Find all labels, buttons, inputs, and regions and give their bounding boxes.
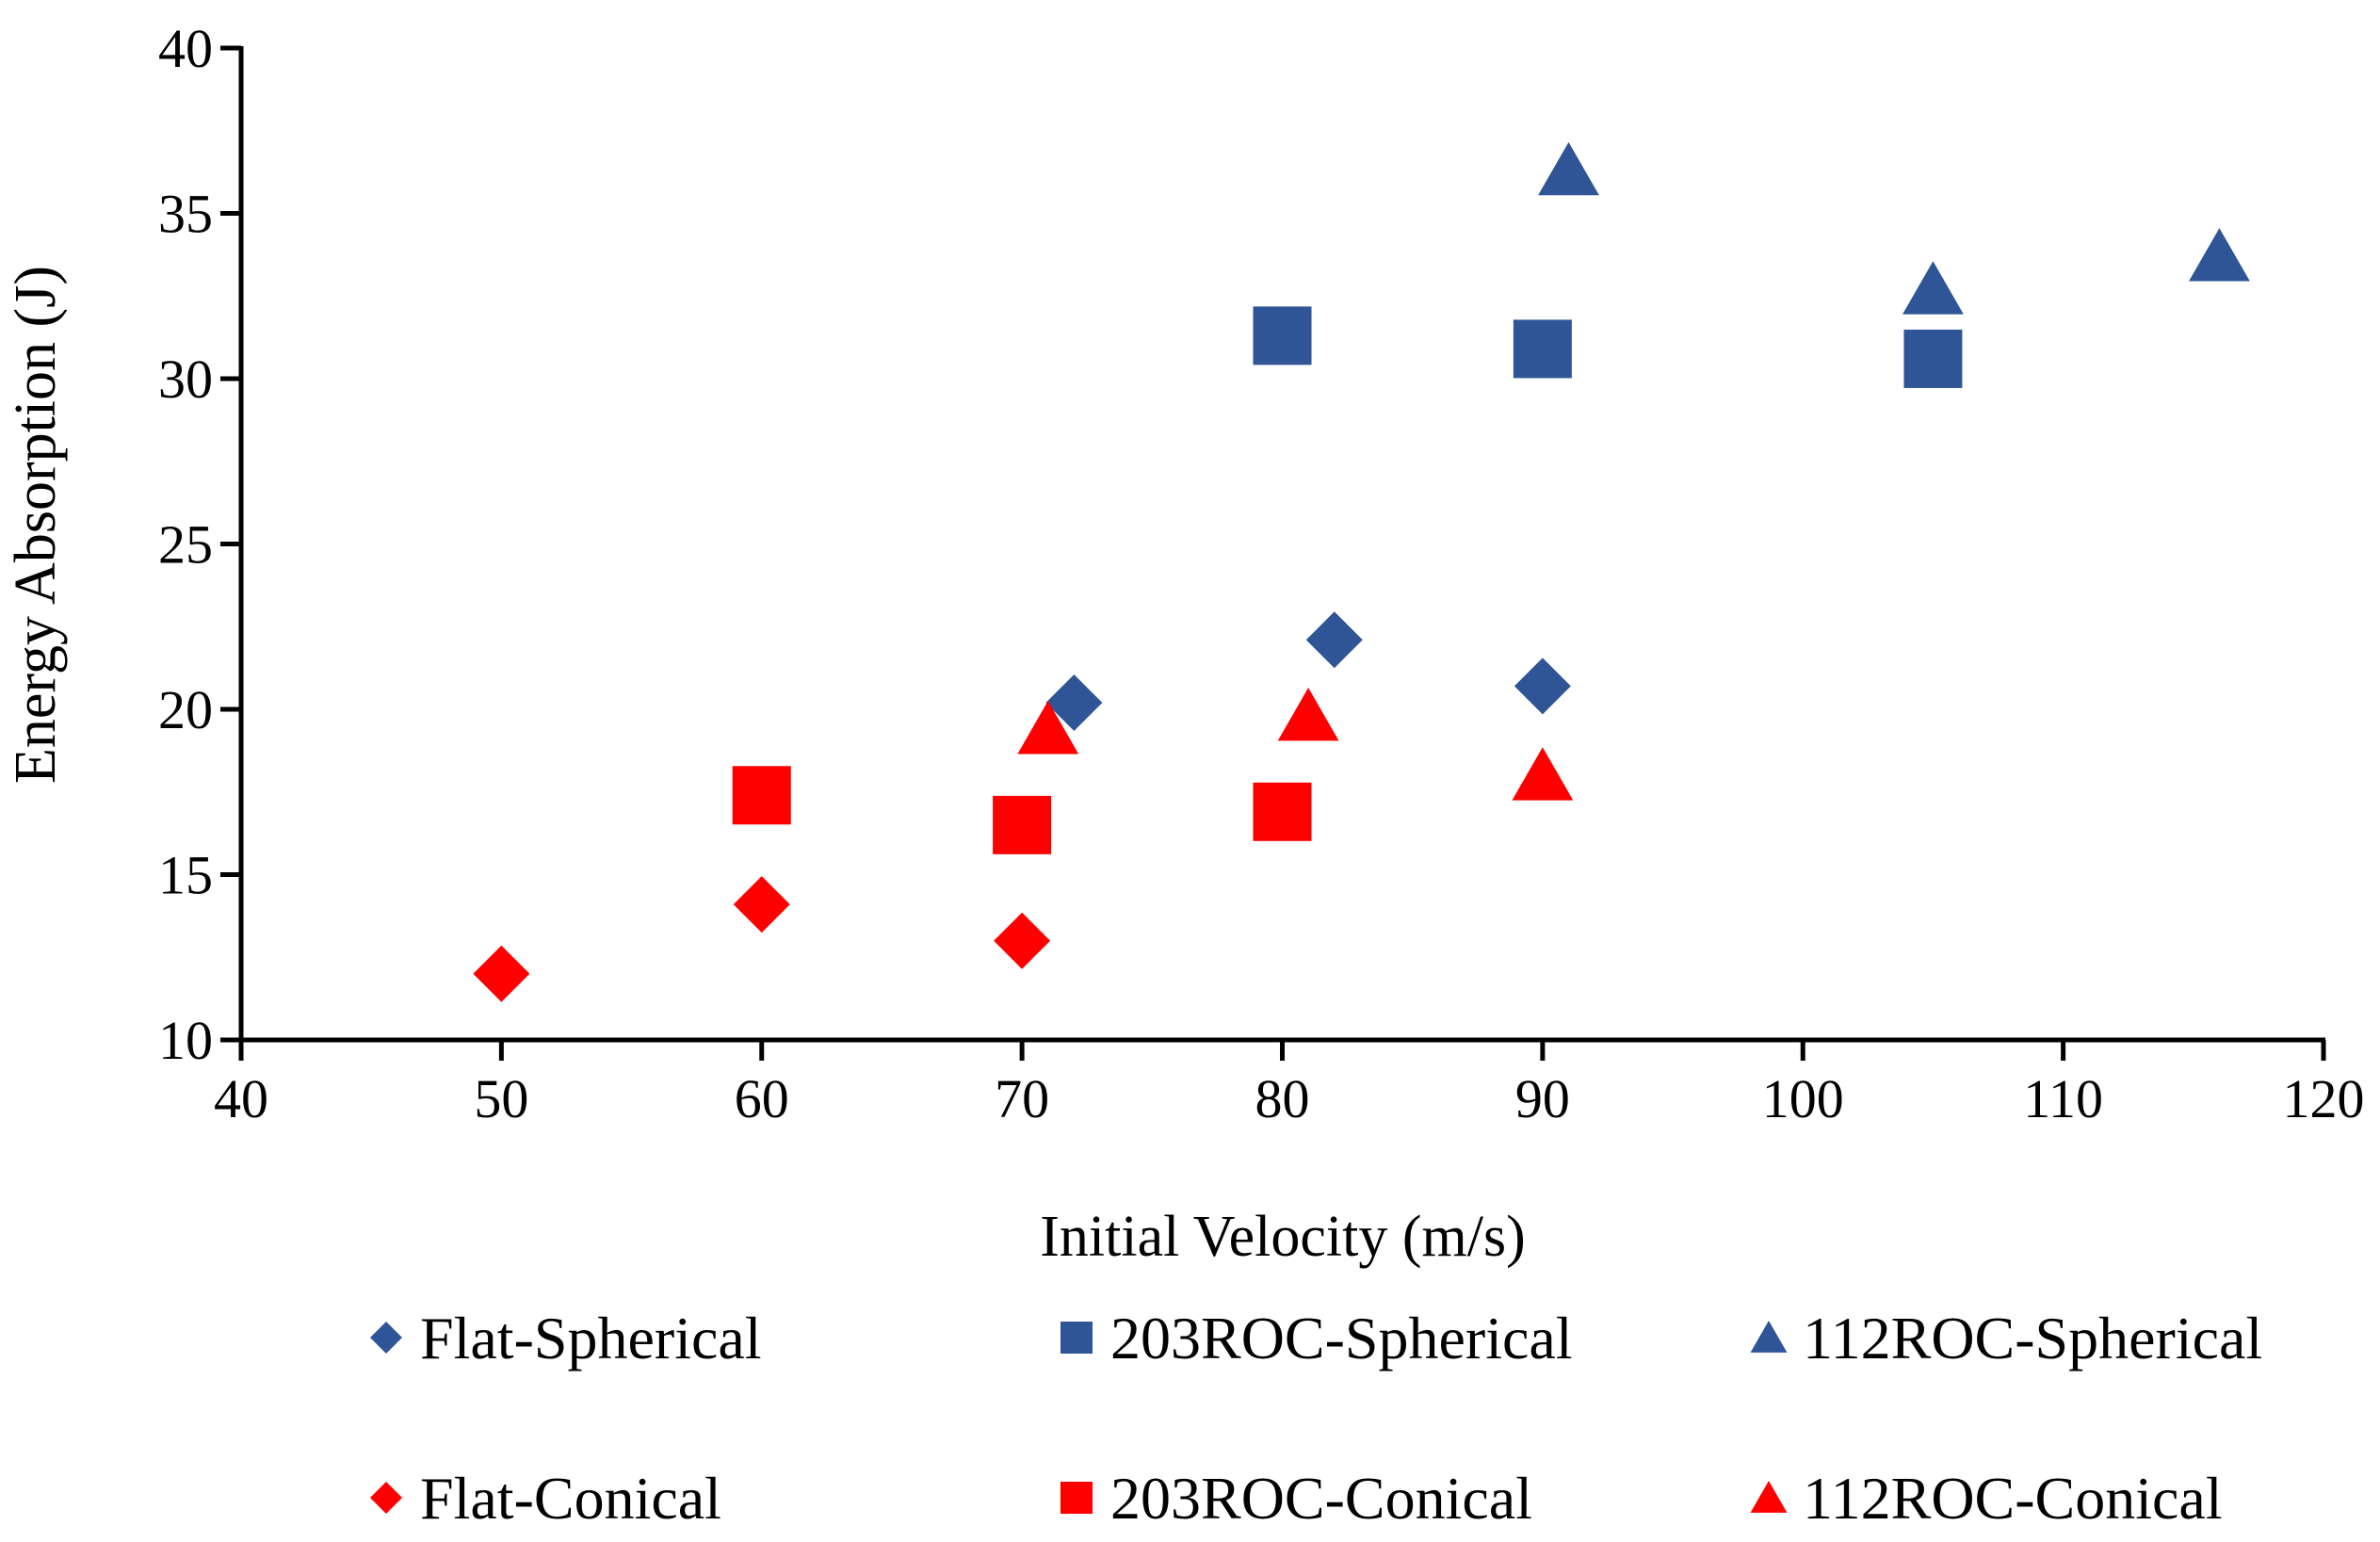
data-points <box>473 141 2250 1002</box>
legend-item: 112ROC-Spherical <box>1750 1305 2262 1372</box>
data-point <box>1305 611 1363 669</box>
data-point <box>473 945 530 1002</box>
x-tick-label: 90 <box>1515 1068 1570 1129</box>
x-tick-label: 100 <box>1762 1068 1844 1129</box>
data-point <box>1514 657 1571 715</box>
y-tick-label: 40 <box>158 18 213 79</box>
legend-marker <box>1750 1321 1788 1353</box>
data-point <box>993 795 1052 854</box>
y-ticks: 10 15 20 25 30 35 40 <box>158 18 241 1071</box>
y-tick-label: 20 <box>158 679 213 740</box>
data-point <box>732 766 791 825</box>
x-axis-title: Initial Velocity (m/s) <box>1040 1205 1525 1269</box>
legend: Flat-Spherical 203ROC-Spherical 112ROC-Sph… <box>370 1305 2262 1532</box>
legend-label: 112ROC-Conical <box>1803 1465 2223 1532</box>
legend-marker <box>1060 1482 1093 1514</box>
x-tick-label: 50 <box>474 1068 528 1129</box>
x-ticks: 40 50 60 70 80 90 100 110 120 <box>214 1040 2365 1129</box>
x-tick-label: 40 <box>214 1068 268 1129</box>
data-point <box>2189 228 2250 282</box>
plot-area: 10 15 20 25 30 35 40 40 50 60 70 80 90 100 110 120 <box>158 18 2365 1129</box>
data-point <box>1045 674 1103 731</box>
x-tick-label: 80 <box>1255 1068 1310 1129</box>
data-point <box>994 912 1051 969</box>
y-tick-label: 35 <box>158 184 213 245</box>
legend-label: 203ROC-Spherical <box>1110 1305 1573 1372</box>
legend-label: Flat-Conical <box>420 1465 721 1532</box>
y-tick-label: 30 <box>158 349 213 410</box>
legend-label: 112ROC-Spherical <box>1803 1305 2262 1372</box>
legend-marker <box>1060 1322 1093 1354</box>
data-point <box>733 876 790 933</box>
legend-item: Flat-Spherical <box>370 1305 762 1372</box>
legend-label: Flat-Spherical <box>420 1305 762 1372</box>
data-point <box>1538 141 1599 196</box>
data-point <box>1902 261 1964 315</box>
legend-item: 112ROC-Conical <box>1750 1465 2223 1532</box>
legend-item: Flat-Conical <box>370 1465 721 1532</box>
x-tick-label: 60 <box>735 1068 789 1129</box>
legend-marker <box>1750 1481 1788 1513</box>
data-point <box>1513 319 1572 379</box>
legend-label: 203ROC-Conical <box>1110 1465 1532 1532</box>
y-tick-label: 25 <box>158 514 213 576</box>
data-point <box>1253 306 1312 365</box>
data-point <box>1277 688 1339 741</box>
legend-item: 203ROC-Spherical <box>1060 1305 1573 1372</box>
data-point <box>1903 329 1963 388</box>
x-tick-label: 110 <box>2023 1068 2103 1129</box>
legend-item: 203ROC-Conical <box>1060 1465 1532 1532</box>
legend-marker <box>370 1482 402 1514</box>
data-point <box>1253 782 1312 841</box>
data-point <box>1512 747 1574 801</box>
x-tick-label: 70 <box>995 1068 1049 1129</box>
y-tick-label: 10 <box>158 1010 213 1071</box>
y-axis-title: Energy Absorption (J) <box>4 266 68 784</box>
x-tick-label: 120 <box>2283 1068 2365 1129</box>
legend-marker <box>370 1322 402 1354</box>
y-tick-label: 15 <box>158 845 213 906</box>
data-point <box>1017 701 1079 755</box>
